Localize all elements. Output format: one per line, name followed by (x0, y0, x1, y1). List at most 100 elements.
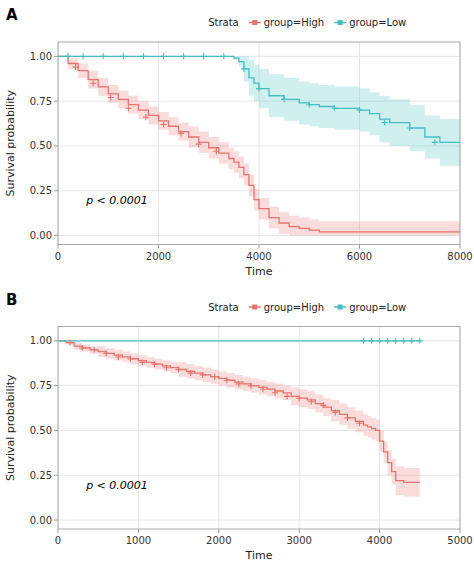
plot-data (58, 338, 423, 497)
legend-entry: group=Low (349, 17, 406, 28)
censor-mark (73, 64, 79, 70)
x-axis-label: Time (245, 265, 273, 278)
censor-mark (393, 338, 399, 344)
tick-label: 0.25 (30, 470, 52, 481)
survival-curve (58, 56, 460, 232)
legend-title: Strata (208, 302, 239, 313)
tick-mark (138, 529, 139, 533)
censor-mark (332, 410, 338, 416)
grid-line (158, 42, 159, 245)
censor-mark (103, 350, 109, 356)
legend-title: Strata (208, 17, 239, 28)
censor-mark (409, 338, 415, 344)
survival-curve (58, 341, 420, 483)
grid (58, 327, 460, 530)
censor-mark (407, 125, 413, 131)
tick-mark (58, 245, 59, 249)
censor-mark (201, 53, 207, 59)
tick-label: 0.50 (30, 140, 52, 151)
censor-mark (224, 377, 230, 383)
confidence-band (58, 341, 420, 497)
legend-swatch (338, 305, 343, 310)
tick-mark (54, 430, 58, 431)
confidence-band (58, 56, 460, 165)
censor-mark (432, 139, 438, 145)
annotation: p < 0.0001 (85, 479, 148, 492)
censor-mark (90, 80, 96, 86)
plot-background (58, 327, 460, 530)
plot-frame (58, 42, 460, 245)
censor-mark (401, 338, 407, 344)
censor-mark (91, 347, 97, 353)
censor-mark (382, 120, 388, 126)
plot-data (58, 53, 460, 235)
tick-mark (54, 340, 58, 341)
tick-label: 0.00 (30, 515, 52, 526)
censor-mark (221, 53, 227, 59)
grid-line (58, 340, 460, 341)
tick-label: 0.25 (30, 185, 52, 196)
legend-entry: group=High (264, 17, 324, 28)
tick-label: 3000 (286, 535, 311, 546)
censor-mark (296, 395, 302, 401)
censor-mark (361, 338, 367, 344)
tick-label: 8000 (447, 251, 472, 262)
tick-label: 2000 (206, 535, 231, 546)
censor-mark (306, 102, 312, 108)
censor-mark (236, 381, 242, 387)
legend-entry: group=Low (349, 302, 406, 313)
censor-mark (100, 53, 106, 59)
censor-mark (65, 53, 71, 59)
censor-mark (357, 107, 363, 113)
tick-mark (359, 245, 360, 249)
censor-mark (241, 66, 247, 72)
tick-mark (54, 385, 58, 386)
censor-mark (188, 370, 194, 376)
censor-mark (248, 383, 254, 389)
tick-mark (299, 529, 300, 533)
tick-mark (54, 56, 58, 57)
censor-mark (200, 372, 206, 378)
tick-label: 0.75 (30, 380, 52, 391)
censor-mark (181, 53, 187, 59)
censor-mark (178, 130, 184, 136)
censor-mark (331, 105, 337, 111)
censor-mark (164, 365, 170, 371)
censor-mark (377, 338, 383, 344)
tick-label: 0.00 (30, 230, 52, 241)
censor-mark (196, 141, 202, 147)
panel-label: A (6, 6, 18, 24)
legend: Strata group=High group=Low (208, 17, 406, 28)
tick-mark (460, 529, 461, 533)
figure: 0.000.250.500.751.0002000400060008000Tim… (0, 0, 474, 569)
tick-mark (460, 245, 461, 249)
tick-mark (58, 529, 59, 533)
censor-mark (125, 105, 131, 111)
tick-label: 1.00 (30, 335, 52, 346)
censor-mark (67, 340, 73, 346)
tick-mark (379, 529, 380, 533)
tick-label: 4000 (367, 535, 392, 546)
tick-mark (54, 520, 58, 521)
censor-mark (143, 114, 149, 120)
censor-mark (79, 345, 85, 351)
censor-mark (127, 356, 133, 362)
censor-mark (344, 415, 350, 421)
censor-mark (161, 121, 167, 127)
legend-swatch (252, 305, 257, 310)
censor-mark (212, 374, 218, 380)
plot-background (58, 42, 460, 245)
censor-mark (108, 95, 114, 101)
tick-label: 4000 (246, 251, 271, 262)
censor-mark (140, 53, 146, 59)
tick-mark (54, 190, 58, 191)
grid (58, 42, 460, 245)
panel-label: B (6, 291, 17, 309)
censor-mark (120, 53, 126, 59)
censor-mark (417, 338, 423, 344)
censor-mark (161, 53, 167, 59)
y-axis-label: Survival probability (4, 374, 17, 481)
legend-entry: group=High (264, 302, 324, 313)
censor-mark (176, 367, 182, 373)
y-axis-label: Survival probability (4, 89, 17, 196)
